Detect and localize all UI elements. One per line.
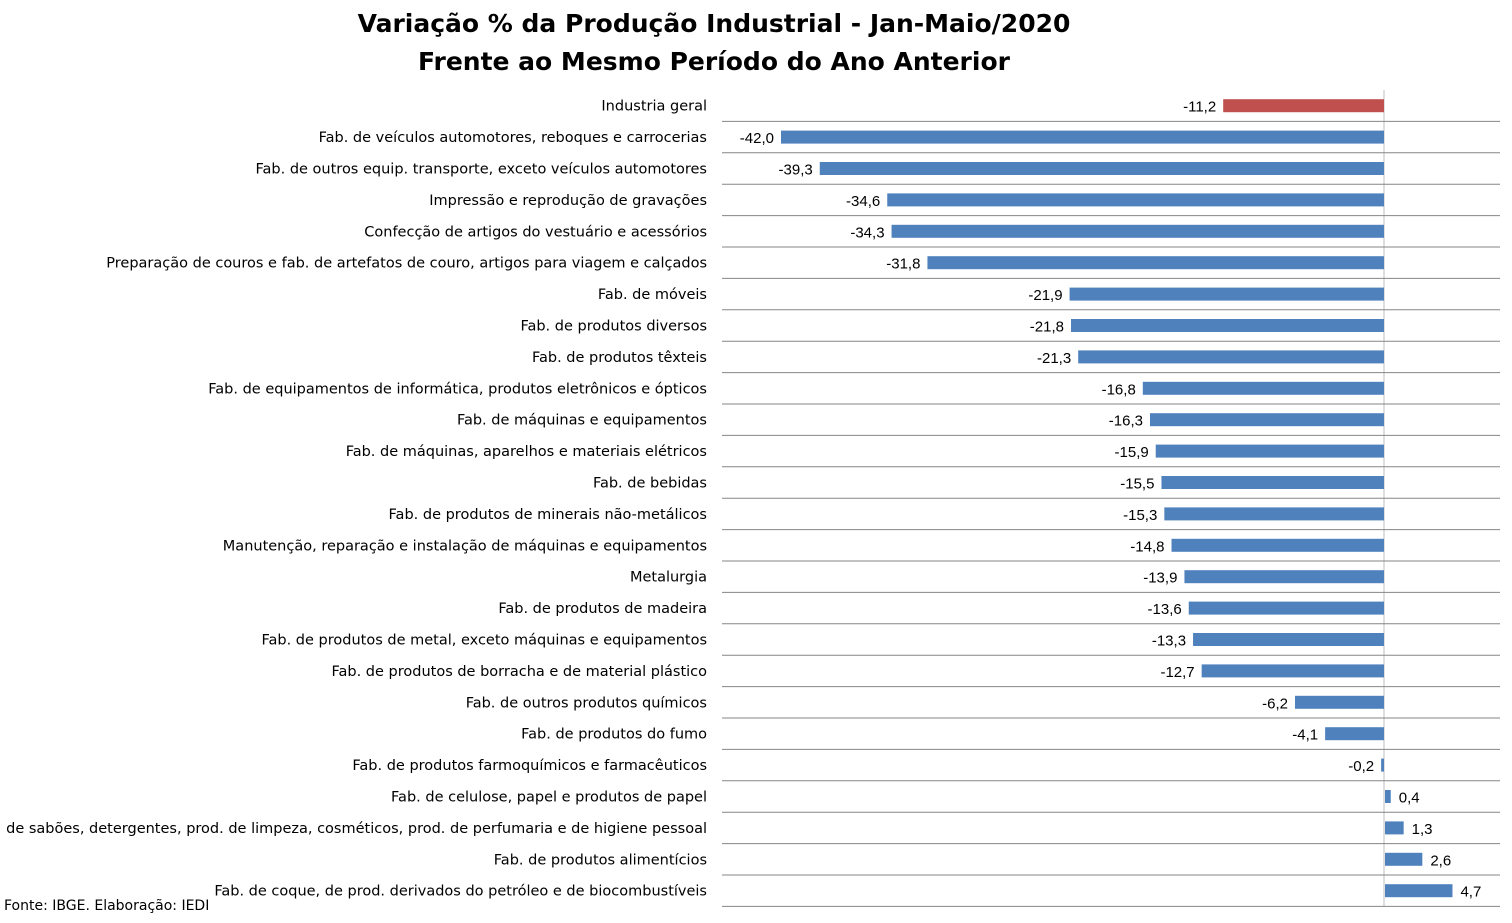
data-label: 1,3 — [1412, 821, 1433, 838]
category-label: Fab. de bebidas — [593, 476, 707, 492]
data-label: -15,5 — [1120, 476, 1154, 493]
bar — [927, 256, 1384, 270]
data-label: -39,3 — [779, 162, 813, 179]
bar — [781, 130, 1384, 144]
bar — [1294, 695, 1384, 709]
bar — [1149, 413, 1384, 427]
bar — [1078, 350, 1384, 364]
bar — [1188, 601, 1384, 615]
category-label: Preparação de couros e fab. de artefatos… — [106, 256, 707, 272]
data-label: -13,3 — [1152, 633, 1186, 650]
data-label: -21,9 — [1028, 287, 1062, 304]
data-label: 2,6 — [1430, 852, 1451, 869]
data-label: -15,9 — [1115, 444, 1149, 461]
category-label: Industria geral — [601, 99, 707, 115]
category-label: Impressão e reprodução de gravações — [429, 193, 707, 209]
category-label: Fab. de móveis — [598, 287, 707, 303]
data-label: -14,8 — [1130, 538, 1164, 555]
data-label: -4,1 — [1292, 727, 1318, 744]
bar — [1385, 884, 1453, 898]
category-label: Confecção de artigos do vestuário e aces… — [364, 224, 707, 240]
data-label: 4,7 — [1460, 884, 1481, 901]
category-label: Fab. de produtos diversos — [520, 319, 707, 335]
chart-subtitle: Frente ao Mesmo Período do Ano Anterior — [418, 47, 1011, 76]
plot-area: Industria geral -11,2 Fab. de veículos aut… — [0, 90, 1500, 907]
category-label: Manutenção, reparação e instalação de má… — [223, 538, 707, 554]
data-label: -34,3 — [850, 224, 884, 241]
bar — [1385, 852, 1423, 866]
data-label: -31,8 — [886, 256, 920, 273]
category-label: Fab. de sabões, detergentes, prod. de li… — [0, 821, 707, 837]
data-label: -16,3 — [1109, 413, 1143, 430]
category-label: Fab. de produtos de borracha e de materi… — [331, 664, 707, 680]
bar — [1171, 538, 1384, 552]
category-label: Fab. de produtos do fumo — [521, 727, 707, 743]
category-label: Fab. de produtos alimentícios — [494, 852, 707, 868]
category-label: Fab. de veículos automotores, reboques e… — [319, 130, 707, 146]
data-label: -21,3 — [1037, 350, 1071, 367]
bar — [1142, 381, 1384, 395]
category-label: Fab. de equipamentos de informática, pro… — [208, 381, 707, 397]
data-label: -16,8 — [1102, 381, 1136, 398]
category-label: Fab. de celulose, papel e produtos de pa… — [391, 790, 707, 806]
category-label: Fab. de máquinas e equipamentos — [457, 413, 707, 429]
data-label: -13,9 — [1143, 570, 1177, 587]
category-label: Metalurgia — [630, 570, 707, 586]
bar — [1164, 507, 1384, 521]
data-label: -0,2 — [1348, 758, 1374, 775]
bar — [1201, 664, 1384, 678]
bar — [887, 193, 1384, 207]
category-label: Fab. de produtos de madeira — [498, 601, 707, 617]
bar — [1193, 633, 1384, 646]
bar — [819, 162, 1384, 175]
category-label: Fab. de máquinas, aparelhos e materiais … — [346, 444, 707, 460]
bar — [1385, 821, 1404, 835]
bar — [1161, 476, 1384, 489]
data-label: -42,0 — [740, 130, 774, 147]
category-label: Fab. de outros produtos químicos — [466, 695, 707, 711]
data-label: -13,6 — [1148, 601, 1182, 618]
source-note: Fonte: IBGE. Elaboração: IEDI — [4, 898, 209, 914]
chart-title: Variação % da Produção Industrial - Jan-… — [358, 9, 1071, 38]
bar — [1071, 319, 1384, 332]
bar — [1223, 99, 1384, 113]
category-label: Fab. de produtos têxteis — [532, 350, 707, 366]
category-label: Fab. de produtos de metal, exceto máquin… — [261, 633, 707, 649]
bar — [1385, 790, 1391, 803]
data-label: -21,8 — [1030, 319, 1064, 336]
category-label: Fab. de produtos de minerais não-metálic… — [389, 507, 707, 523]
bar — [1069, 287, 1384, 301]
bar — [1184, 570, 1384, 584]
data-label: -12,7 — [1160, 664, 1194, 681]
data-label: 0,4 — [1399, 790, 1420, 807]
data-label: -15,3 — [1123, 507, 1157, 524]
bar — [891, 224, 1384, 238]
category-label: Fab. de outros equip. transporte, exceto… — [256, 162, 708, 178]
data-label: -34,6 — [846, 193, 880, 210]
category-label: Fab. de produtos farmoquímicos e farmacê… — [352, 758, 707, 774]
bar — [1325, 727, 1384, 741]
data-label: -6,2 — [1262, 695, 1288, 712]
bar — [1381, 758, 1384, 772]
data-label: -11,2 — [1183, 99, 1216, 116]
category-label: Fab. de coque, de prod. derivados do pet… — [214, 884, 707, 900]
bar — [1155, 444, 1384, 458]
